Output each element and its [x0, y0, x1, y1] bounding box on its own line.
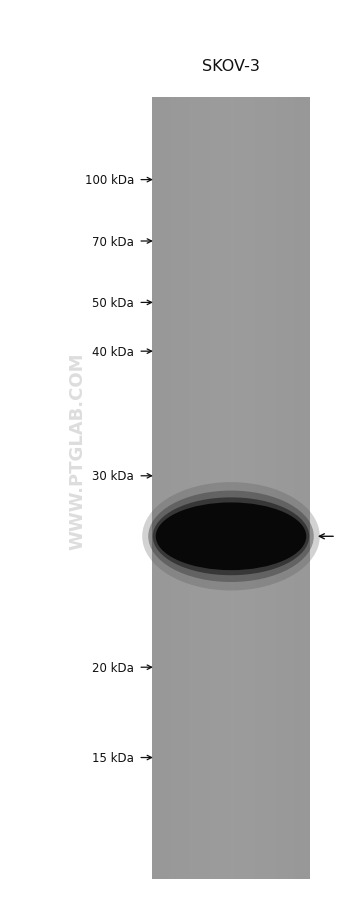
- Bar: [181, 97, 184, 879]
- Bar: [286, 97, 289, 879]
- Bar: [226, 97, 229, 879]
- Bar: [291, 97, 294, 879]
- Bar: [223, 97, 226, 879]
- Bar: [228, 97, 231, 879]
- Bar: [268, 97, 271, 879]
- Bar: [276, 97, 279, 879]
- Bar: [178, 97, 182, 879]
- Bar: [260, 97, 263, 879]
- Bar: [199, 97, 203, 879]
- Ellipse shape: [148, 491, 314, 583]
- Bar: [218, 97, 221, 879]
- Bar: [158, 97, 161, 879]
- Text: 30 kDa: 30 kDa: [92, 470, 134, 483]
- Bar: [176, 97, 179, 879]
- Bar: [302, 97, 305, 879]
- Bar: [262, 97, 266, 879]
- Bar: [297, 97, 300, 879]
- Bar: [163, 97, 166, 879]
- Bar: [247, 97, 250, 879]
- Ellipse shape: [142, 483, 320, 591]
- Bar: [265, 97, 268, 879]
- Bar: [160, 97, 163, 879]
- Bar: [270, 97, 273, 879]
- Text: 15 kDa: 15 kDa: [92, 751, 134, 764]
- Bar: [189, 97, 192, 879]
- Bar: [184, 97, 187, 879]
- Bar: [244, 97, 247, 879]
- Bar: [210, 97, 213, 879]
- Ellipse shape: [153, 498, 309, 575]
- Bar: [289, 97, 292, 879]
- Text: 70 kDa: 70 kDa: [92, 235, 134, 248]
- Bar: [155, 97, 158, 879]
- Text: WWW.PTGLAB.COM: WWW.PTGLAB.COM: [68, 353, 86, 549]
- Bar: [215, 97, 218, 879]
- Bar: [220, 97, 224, 879]
- Text: 20 kDa: 20 kDa: [92, 661, 134, 674]
- Bar: [252, 97, 255, 879]
- Bar: [273, 97, 276, 879]
- Bar: [213, 97, 216, 879]
- Bar: [168, 97, 171, 879]
- Bar: [173, 97, 176, 879]
- Bar: [255, 97, 258, 879]
- Text: 50 kDa: 50 kDa: [92, 297, 134, 309]
- Bar: [307, 97, 310, 879]
- Bar: [231, 97, 234, 879]
- Bar: [294, 97, 297, 879]
- Bar: [257, 97, 260, 879]
- Bar: [241, 97, 245, 879]
- Text: SKOV-3: SKOV-3: [202, 59, 260, 74]
- Bar: [207, 97, 210, 879]
- Bar: [202, 97, 205, 879]
- Bar: [236, 97, 239, 879]
- Bar: [152, 97, 310, 879]
- Bar: [194, 97, 197, 879]
- Bar: [171, 97, 174, 879]
- Bar: [281, 97, 284, 879]
- Bar: [304, 97, 308, 879]
- Bar: [284, 97, 287, 879]
- Bar: [192, 97, 195, 879]
- Bar: [205, 97, 208, 879]
- Bar: [152, 97, 155, 879]
- Ellipse shape: [156, 502, 306, 570]
- Bar: [165, 97, 168, 879]
- Bar: [234, 97, 237, 879]
- Bar: [299, 97, 302, 879]
- Bar: [197, 97, 200, 879]
- Text: 40 kDa: 40 kDa: [92, 345, 134, 358]
- Bar: [249, 97, 252, 879]
- Bar: [239, 97, 242, 879]
- Bar: [186, 97, 189, 879]
- Bar: [278, 97, 281, 879]
- Text: 100 kDa: 100 kDa: [85, 174, 134, 187]
